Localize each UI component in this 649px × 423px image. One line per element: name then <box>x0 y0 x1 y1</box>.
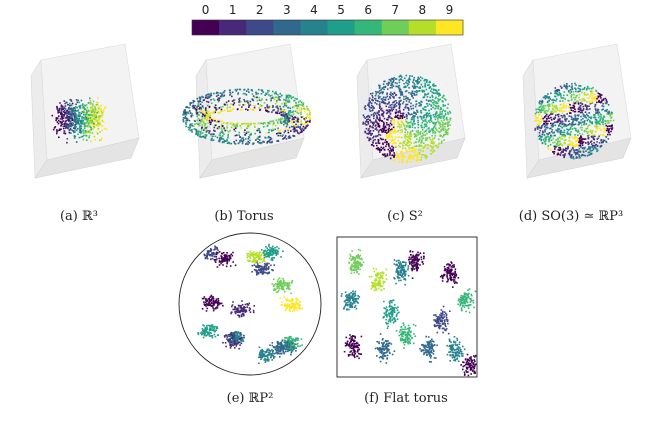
caption-d: (d) SO(3) ≃ ℝP³ <box>518 209 624 224</box>
caption-e: (e) ℝP² <box>226 391 274 406</box>
colorbar-swatch-6 <box>354 20 383 35</box>
colorbar-frame <box>191 19 464 36</box>
colorbar-swatch-0 <box>192 20 220 35</box>
colorbar-tick-8: 8 <box>418 3 427 17</box>
colorbar-tick-4: 4 <box>310 3 318 17</box>
caption-f: (f) Flat torus <box>364 391 448 406</box>
panel-sphere <box>356 43 466 179</box>
colorbar-tick-6: 6 <box>364 3 372 17</box>
scatter-points <box>51 97 108 144</box>
panel-flat-torus <box>336 236 478 378</box>
square-boundary <box>336 236 478 378</box>
colorbar-swatch-8 <box>408 20 437 35</box>
colorbar-tick-3: 3 <box>283 3 291 17</box>
colorbar-swatch-2 <box>246 20 274 35</box>
colorbar-tick-9: 9 <box>445 3 454 17</box>
colorbar-swatch-3 <box>273 20 301 35</box>
colorbar-swatch-4 <box>300 20 328 35</box>
scatter-points <box>197 243 304 365</box>
colorbar-swatch-5 <box>327 20 356 35</box>
scatter-points <box>340 248 477 377</box>
colorbar-swatch-7 <box>381 20 410 35</box>
caption-b: (b) Torus <box>214 209 274 224</box>
disk-boundary <box>178 232 322 376</box>
caption-a: (a) ℝ³ <box>59 209 99 224</box>
caption-c: (c) S² <box>387 209 423 224</box>
panel-torus <box>182 43 312 179</box>
colorbar-tick-1: 1 <box>228 3 237 17</box>
cube-floor-pane <box>34 137 140 179</box>
colorbar-tick-7: 7 <box>391 3 400 17</box>
colorbar-tick-5: 5 <box>337 3 345 17</box>
scatter-points <box>182 88 312 146</box>
colorbar-tick-0: 0 <box>201 3 210 17</box>
panel-so3 <box>522 43 632 179</box>
panel-rp2 <box>178 232 322 376</box>
colorbar-swatch-9 <box>435 20 464 35</box>
cube-floor-pane <box>199 137 305 179</box>
scatter-points <box>534 82 615 160</box>
colorbar <box>191 19 464 36</box>
panel-r3 <box>30 43 140 179</box>
colorbar-tick-2: 2 <box>255 3 264 17</box>
scatter-points <box>362 74 452 164</box>
colorbar-swatch-1 <box>219 20 247 35</box>
